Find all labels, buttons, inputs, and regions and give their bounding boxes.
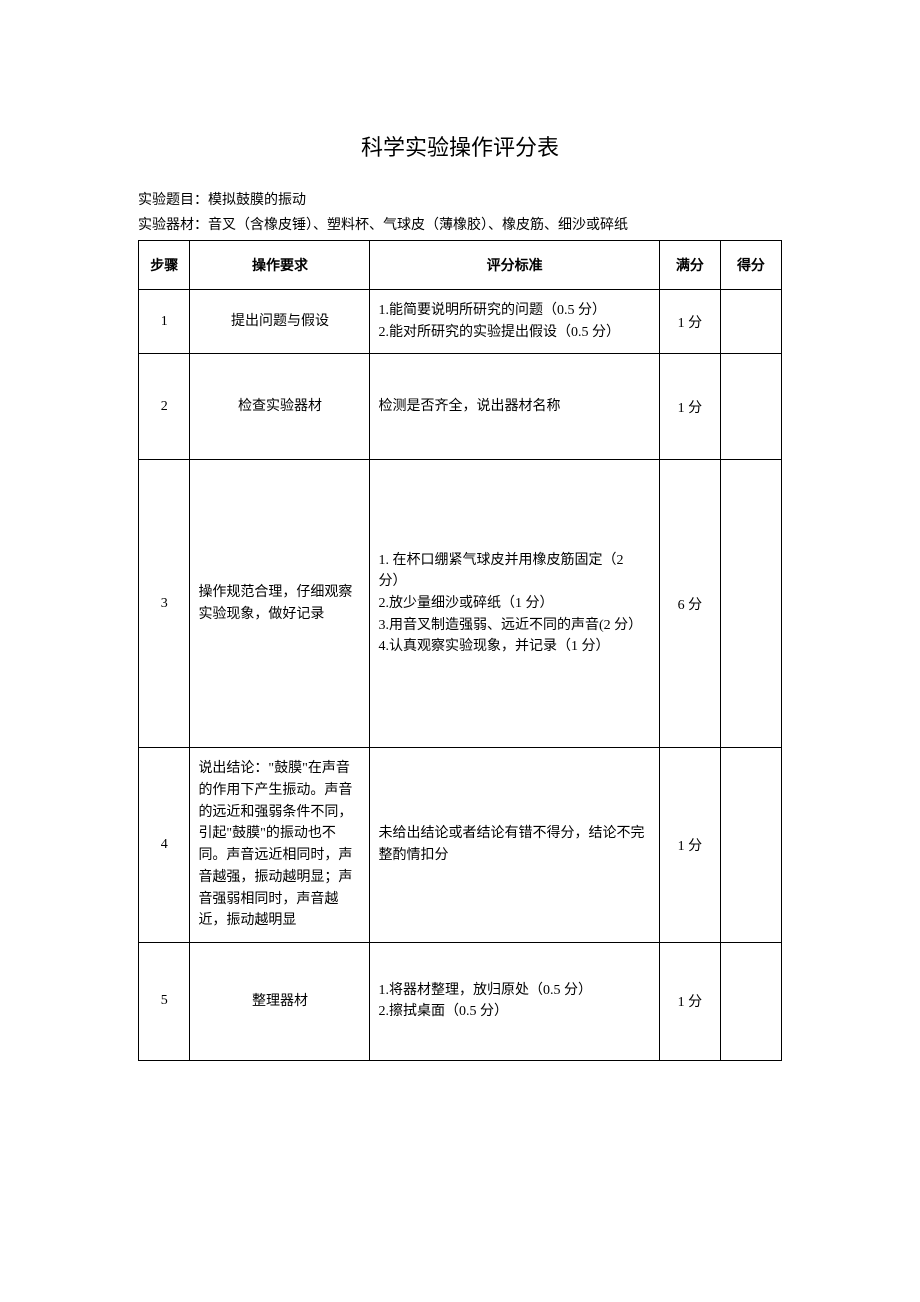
cell-criteria: 1.将器材整理，放归原处（0.5 分）2.擦拭桌面（0.5 分） (370, 942, 659, 1060)
cell-requirement: 整理器材 (190, 942, 370, 1060)
experiment-title-line: 实验题目：模拟鼓膜的振动 (138, 190, 782, 211)
materials-value: 音叉（含橡皮锤）、塑料杯、气球皮（薄橡胶）、橡皮筋、细沙或碎纸 (208, 218, 628, 233)
col-header-requirement: 操作要求 (190, 241, 370, 290)
cell-step: 2 (139, 354, 190, 460)
cell-requirement: 提出问题与假设 (190, 290, 370, 354)
cell-fullscore: 1 分 (659, 290, 720, 354)
experiment-title-value: 模拟鼓膜的振动 (208, 193, 306, 208)
table-row: 2检查实验器材检测是否齐全，说出器材名称1 分 (139, 354, 782, 460)
col-header-criteria: 评分标准 (370, 241, 659, 290)
cell-fullscore: 1 分 (659, 942, 720, 1060)
table-row: 4说出结论："鼓膜"在声音的作用下产生振动。声音的远近和强弱条件不同，引起"鼓膜… (139, 748, 782, 943)
cell-requirement: 说出结论："鼓膜"在声音的作用下产生振动。声音的远近和强弱条件不同，引起"鼓膜"… (190, 748, 370, 943)
cell-score (720, 942, 781, 1060)
page-title: 科学实验操作评分表 (138, 130, 782, 162)
cell-criteria: 1. 在杯口绷紧气球皮并用橡皮筋固定（2 分）2.放少量细沙或碎纸（1 分）3.… (370, 460, 659, 748)
scoring-table: 步骤 操作要求 评分标准 满分 得分 1提出问题与假设1.能简要说明所研究的问题… (138, 240, 782, 1061)
cell-score (720, 748, 781, 943)
col-header-step: 步骤 (139, 241, 190, 290)
cell-step: 4 (139, 748, 190, 943)
cell-criteria: 1.能简要说明所研究的问题（0.5 分）2.能对所研究的实验提出假设（0.5 分… (370, 290, 659, 354)
cell-fullscore: 1 分 (659, 748, 720, 943)
cell-fullscore: 1 分 (659, 354, 720, 460)
cell-step: 5 (139, 942, 190, 1060)
materials-line: 实验器材：音叉（含橡皮锤）、塑料杯、气球皮（薄橡胶）、橡皮筋、细沙或碎纸 (138, 215, 782, 236)
cell-requirement: 检查实验器材 (190, 354, 370, 460)
cell-fullscore: 6 分 (659, 460, 720, 748)
cell-step: 1 (139, 290, 190, 354)
cell-criteria: 检测是否齐全，说出器材名称 (370, 354, 659, 460)
col-header-score: 得分 (720, 241, 781, 290)
cell-score (720, 290, 781, 354)
cell-criteria: 未给出结论或者结论有错不得分，结论不完整酌情扣分 (370, 748, 659, 943)
col-header-fullscore: 满分 (659, 241, 720, 290)
table-row: 5整理器材1.将器材整理，放归原处（0.5 分）2.擦拭桌面（0.5 分）1 分 (139, 942, 782, 1060)
cell-score (720, 460, 781, 748)
cell-step: 3 (139, 460, 190, 748)
table-row: 3操作规范合理，仔细观察实验现象，做好记录1. 在杯口绷紧气球皮并用橡皮筋固定（… (139, 460, 782, 748)
table-header-row: 步骤 操作要求 评分标准 满分 得分 (139, 241, 782, 290)
materials-label: 实验器材： (138, 218, 208, 233)
table-body: 1提出问题与假设1.能简要说明所研究的问题（0.5 分）2.能对所研究的实验提出… (139, 290, 782, 1061)
table-row: 1提出问题与假设1.能简要说明所研究的问题（0.5 分）2.能对所研究的实验提出… (139, 290, 782, 354)
cell-score (720, 354, 781, 460)
experiment-title-label: 实验题目： (138, 193, 208, 208)
cell-requirement: 操作规范合理，仔细观察实验现象，做好记录 (190, 460, 370, 748)
